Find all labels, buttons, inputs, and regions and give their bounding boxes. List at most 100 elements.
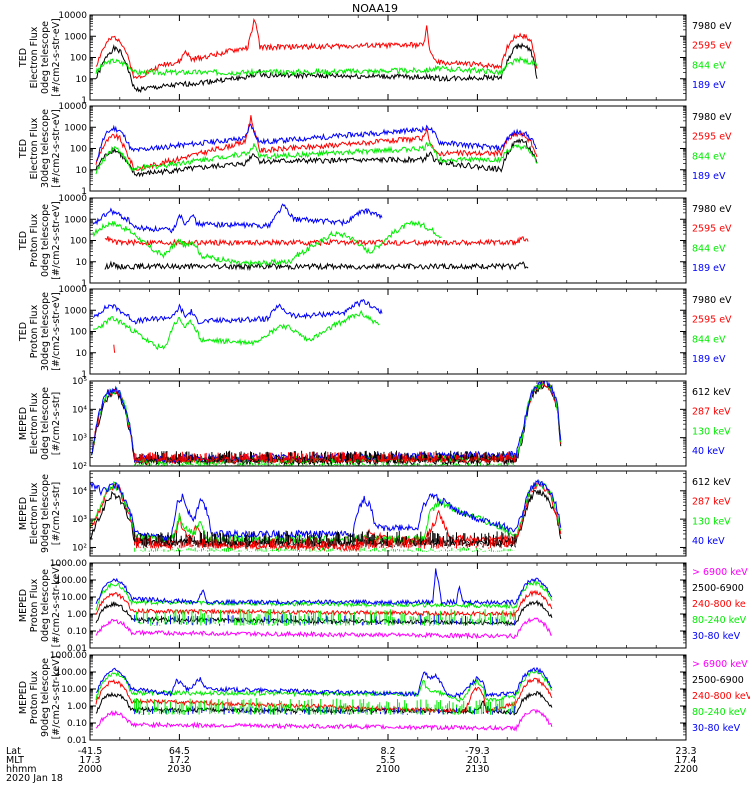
legend-entry: 7980 eV	[692, 204, 732, 215]
y-tick-label: 100	[70, 145, 87, 155]
y-tick-label: 10	[76, 349, 88, 359]
y-tick-label: 1	[81, 187, 87, 197]
y-axis-label: [#/cm2-s-str-eV]	[51, 292, 62, 371]
y-axis-label: Electron Flux	[29, 117, 40, 179]
panel-frame	[89, 197, 687, 284]
series-line	[92, 220, 442, 268]
y-axis-label: [#/cm2-s-str-eV]	[51, 201, 62, 280]
y-axis-label: [#/cm2-s-str]	[51, 482, 62, 545]
legend-entry: 844 eV	[692, 334, 726, 345]
y-axis-label: Electron Flux	[29, 26, 40, 88]
y-tick-label: 100	[70, 328, 87, 338]
y-tick-label: 1	[81, 96, 87, 106]
legend-entry: 2595 eV	[692, 224, 732, 235]
legend-entry: 612 keV	[692, 477, 731, 488]
panel-2-data	[95, 115, 538, 178]
legend-entry: 189 eV	[692, 171, 726, 182]
legend-entry: 7980 eV	[692, 112, 732, 123]
series-line	[92, 309, 380, 351]
y-tick-label: 10	[76, 258, 88, 268]
x-tick-label: 17.2	[169, 755, 190, 766]
y-axis-label: [#/cm2-s-str-eV]	[51, 18, 62, 97]
x-tick-label: 2130	[465, 764, 489, 775]
panel-4: 1 10 100 1000 10000 TED Proton Flux 30deg teles…	[18, 285, 732, 380]
y-axis-label: MEPED	[18, 497, 29, 530]
y-tick-label: 10.00	[61, 685, 87, 695]
y-axis-label: Electron Flux	[29, 392, 40, 454]
series-line	[95, 18, 538, 79]
series-noise	[134, 536, 516, 549]
legend-entry: 844 eV	[692, 60, 726, 71]
y-axis-label: TED	[18, 322, 29, 342]
legend-entry: 2595 eV	[692, 315, 732, 326]
figure-title: NOAA19	[352, 2, 398, 15]
x-row-label: Lat	[6, 746, 21, 757]
legend-entry: 240-800 keV	[692, 691, 750, 702]
y-tick-label: 1	[81, 370, 87, 380]
panel-6: 10² 10³ 10⁴ MEPED Electron Flux 90deg telesco…	[18, 470, 731, 557]
y-tick-label: 10⁴	[72, 405, 87, 415]
x-tick-label: 2030	[167, 764, 191, 775]
legend-entry: 844 eV	[692, 151, 726, 162]
legend-entry: 287 keV	[692, 407, 731, 418]
legend-entry: 130 keV	[692, 426, 731, 437]
x-tick-label: -79.3	[465, 746, 490, 757]
legend-entry: 40 keV	[692, 536, 725, 547]
y-axis-label: 90deg telescope	[40, 474, 51, 553]
series-line	[104, 260, 529, 272]
legend-entry: 287 keV	[692, 497, 731, 508]
y-tick-label: 10	[76, 166, 88, 176]
x-tick-label: 5.5	[380, 755, 395, 766]
y-tick-label: 10⁴	[72, 487, 87, 497]
series-line	[95, 666, 553, 699]
legend-entry: 844 eV	[692, 243, 726, 254]
y-tick-label: 0.01	[67, 736, 87, 746]
series-noise	[134, 451, 516, 463]
legend-entry: 2500-6900	[692, 583, 744, 594]
series-line	[95, 617, 553, 640]
y-tick-label: 1000.00	[50, 651, 87, 661]
legend-entry: 30-80 keV	[692, 723, 741, 734]
x-tick-label: 17.4	[675, 755, 696, 766]
y-tick-label: 1000	[64, 215, 87, 225]
y-tick-label: 1	[81, 279, 87, 289]
series-line	[95, 708, 553, 732]
panel-4-data	[92, 298, 383, 353]
x-tick-label: 2200	[674, 764, 698, 775]
panel-frame	[89, 380, 687, 467]
panel-3-data	[92, 203, 529, 272]
series-noise	[134, 706, 516, 715]
date-label: 2020 Jan 18	[6, 773, 63, 784]
y-axis-label: TED	[18, 48, 29, 68]
y-tick-label: 10000	[58, 11, 87, 21]
x-tick-label: 2000	[78, 764, 102, 775]
panel-7: 0.01 0.10 1.00 10.00 100.00 1000.00 MEPED Proto…	[18, 559, 748, 654]
y-tick-label: 10⁵	[72, 377, 87, 387]
x-row-label: MLT	[6, 755, 24, 766]
panel-5: 10² 10³ 10⁴ 10⁵ MEPED Electron Flux 0deg teles…	[18, 377, 731, 472]
panel-2: 1 10 100 1000 10000 TED Electron Flux 30deg tel…	[18, 102, 732, 197]
y-tick-label: 1.00	[67, 610, 87, 620]
y-tick-label: 100.00	[56, 576, 88, 586]
series-noise	[134, 614, 516, 626]
y-axis-label: [#/cm2-s-str]	[51, 392, 62, 455]
series-line	[90, 478, 562, 542]
y-axis-label: 0deg telescope	[40, 204, 51, 277]
legend-entry: 2500-6900	[692, 675, 744, 686]
panel-8-data	[95, 666, 553, 732]
panel-6-data	[90, 478, 562, 552]
y-axis-label: Proton Flux	[29, 213, 40, 267]
legend-entry: 7980 eV	[692, 21, 732, 32]
panel-7-data	[95, 568, 553, 640]
legend-entry: 130 keV	[692, 516, 731, 527]
y-axis-label: 0deg telescope	[40, 569, 51, 642]
panel-frame	[89, 105, 687, 192]
series-line	[90, 481, 562, 552]
legend-entry: 80-240 keV	[692, 615, 747, 626]
y-axis-label: MEPED	[18, 407, 29, 440]
x-tick-label: 8.2	[380, 746, 395, 757]
y-axis-label: [#/cm2-s-str-keV]	[51, 656, 62, 740]
y-tick-label: 10	[76, 75, 88, 85]
